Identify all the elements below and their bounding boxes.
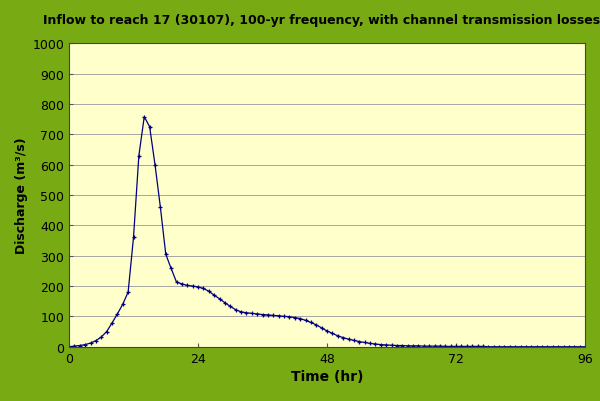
X-axis label: Time (hr): Time (hr) [291,369,363,383]
Text: Inflow to reach 17 (30107), 100-yr frequency, with channel transmission losses.: Inflow to reach 17 (30107), 100-yr frequ… [43,14,600,27]
Y-axis label: Discharge (m³/s): Discharge (m³/s) [15,137,28,254]
